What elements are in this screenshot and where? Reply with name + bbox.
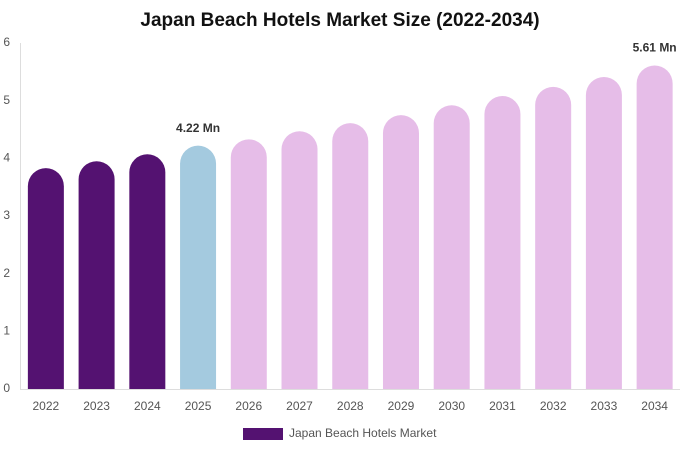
bar [230, 139, 267, 389]
bar [129, 154, 166, 389]
x-tick-label: 2033 [591, 399, 618, 413]
bar [636, 65, 673, 390]
x-tick-label: 2032 [540, 399, 567, 413]
legend-swatch [243, 428, 283, 440]
y-tick-label: 6 [3, 35, 10, 49]
bar [535, 86, 572, 390]
y-tick-label: 0 [3, 381, 10, 395]
x-tick-label: 2031 [489, 399, 516, 413]
bar [281, 131, 318, 390]
chart-title: Japan Beach Hotels Market Size (2022-203… [140, 10, 539, 31]
bar [332, 123, 369, 389]
x-tick-label: 2022 [33, 399, 60, 413]
bar [585, 77, 622, 389]
bar [484, 96, 521, 389]
bar [27, 168, 64, 389]
x-tick-label: 2026 [235, 399, 262, 413]
bar [180, 145, 217, 389]
bar [78, 161, 115, 389]
x-tick-label: 2030 [438, 399, 465, 413]
x-tick-label: 2027 [286, 399, 313, 413]
x-tick-label: 2034 [641, 399, 668, 413]
legend-label: Japan Beach Hotels Market [289, 426, 437, 440]
bar [433, 105, 470, 389]
y-tick-label: 1 [3, 324, 10, 338]
x-tick-label: 2023 [83, 399, 110, 413]
x-tick-label: 2024 [134, 399, 161, 413]
x-tick-label: 2025 [185, 399, 212, 413]
y-tick-label: 2 [3, 266, 10, 280]
y-tick-label: 4 [3, 151, 10, 165]
value-label: 5.61 Mn [633, 41, 677, 55]
y-tick-label: 5 [3, 93, 10, 107]
x-tick-label: 2029 [388, 399, 415, 413]
y-tick-label: 3 [3, 208, 10, 222]
value-label: 4.22 Mn [176, 121, 220, 135]
x-tick-label: 2028 [337, 399, 364, 413]
bar [382, 115, 419, 390]
